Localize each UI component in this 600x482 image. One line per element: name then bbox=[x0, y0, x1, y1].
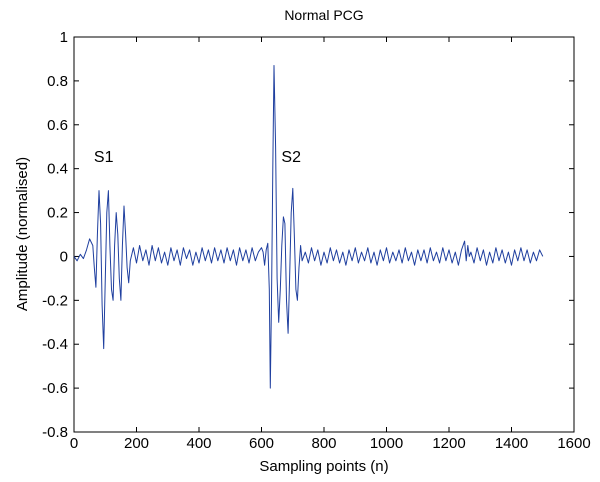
y-tick-label-0: -0.8 bbox=[42, 424, 68, 441]
plot-area bbox=[73, 65, 544, 389]
x-tick-label-7: 1400 bbox=[495, 435, 528, 452]
y-axis: -0.8 -0.6 -0.4 -0.2 0 0.2 0.4 0.6 0.8 1 bbox=[42, 29, 574, 441]
y-tick-label-7: 0.6 bbox=[47, 117, 68, 134]
x-tick-label-6: 1200 bbox=[432, 435, 465, 452]
x-tick-label-5: 1000 bbox=[370, 435, 403, 452]
series-line-0 bbox=[73, 65, 544, 389]
x-axis-label: Sampling points (n) bbox=[259, 458, 388, 475]
y-tick-label-5: 0.2 bbox=[47, 205, 68, 222]
y-axis-label: Amplitude (normalised) bbox=[14, 157, 31, 311]
x-tick-label-3: 600 bbox=[249, 435, 274, 452]
y-tick-label-8: 0.8 bbox=[47, 73, 68, 90]
annotations: S1 S2 bbox=[94, 149, 301, 166]
x-tick-label-0: 0 bbox=[70, 435, 78, 452]
y-tick-label-3: -0.2 bbox=[42, 292, 68, 309]
x-tick-label-8: 1600 bbox=[557, 435, 590, 452]
y-tick-label-9: 1 bbox=[60, 29, 68, 46]
x-axis: 0 200 400 600 800 1000 1200 1400 1600 bbox=[70, 37, 591, 452]
x-tick-label-4: 800 bbox=[311, 435, 336, 452]
annotation-s2: S2 bbox=[281, 149, 301, 166]
x-tick-label-2: 400 bbox=[186, 435, 211, 452]
x-tick-label-1: 200 bbox=[124, 435, 149, 452]
y-tick-label-4: 0 bbox=[60, 248, 68, 265]
chart-title: Normal PCG bbox=[284, 7, 363, 23]
y-tick-label-2: -0.4 bbox=[42, 336, 68, 353]
plot-frame bbox=[73, 36, 575, 433]
y-tick-label-1: -0.6 bbox=[42, 380, 68, 397]
y-tick-label-6: 0.4 bbox=[47, 161, 68, 178]
annotation-s1: S1 bbox=[94, 149, 114, 166]
